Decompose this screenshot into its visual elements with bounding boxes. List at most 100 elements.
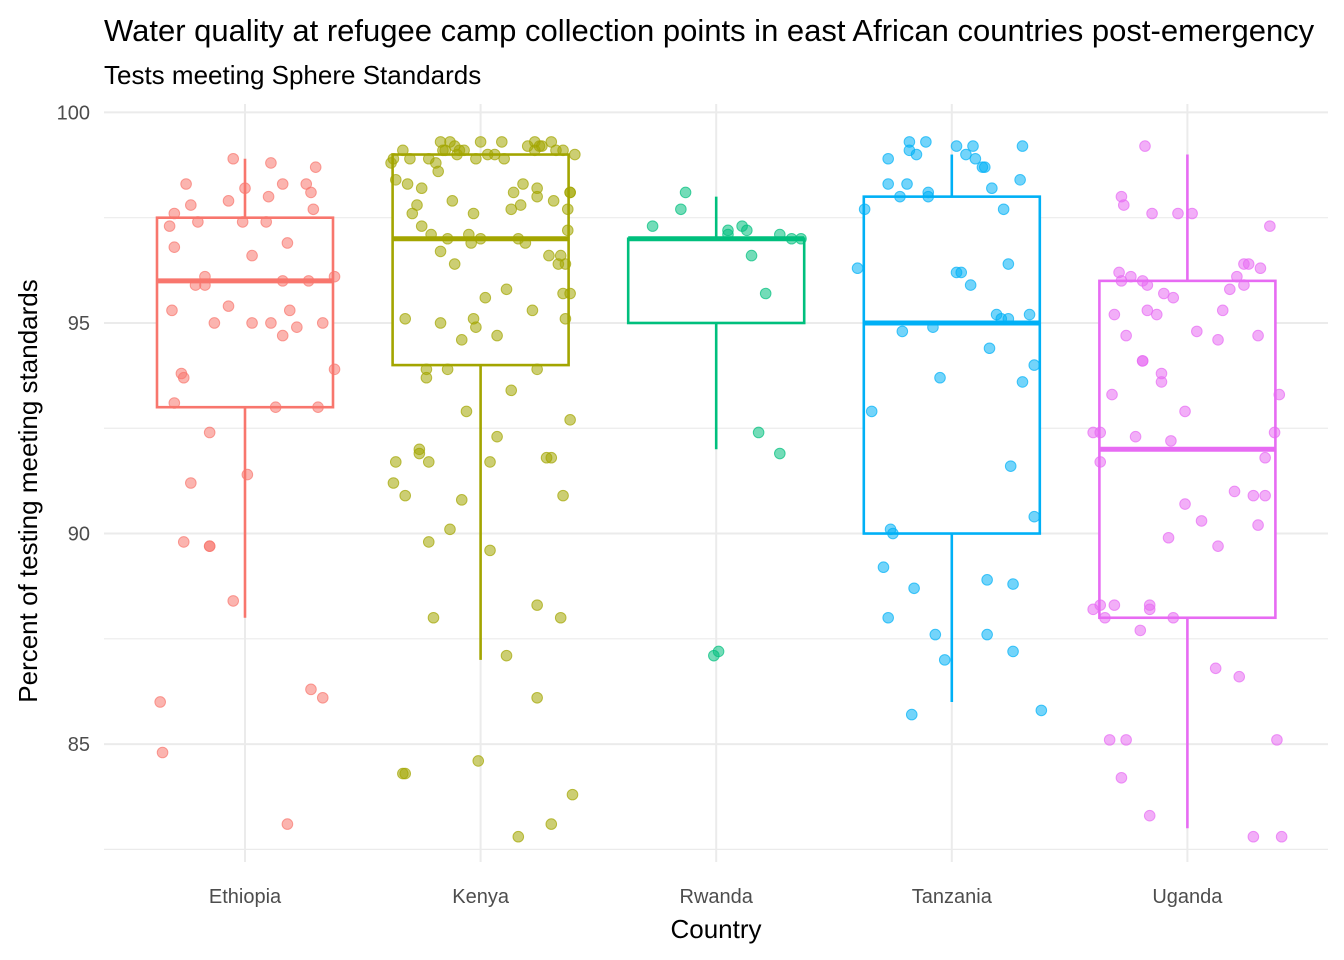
data-point bbox=[397, 144, 409, 157]
data-point bbox=[1271, 734, 1283, 746]
data-point bbox=[1259, 489, 1271, 502]
data-point bbox=[1247, 830, 1260, 843]
chart-subtitle: Tests meeting Sphere Standards bbox=[104, 60, 481, 90]
data-point bbox=[241, 468, 254, 481]
data-point bbox=[882, 178, 894, 190]
data-point bbox=[1167, 611, 1180, 624]
data-point bbox=[222, 195, 235, 207]
box-ethiopia bbox=[155, 158, 335, 618]
data-point bbox=[1007, 645, 1019, 658]
data-point bbox=[156, 746, 169, 759]
data-point bbox=[265, 317, 277, 329]
data-point bbox=[1150, 308, 1163, 321]
data-point bbox=[1099, 611, 1111, 624]
data-point bbox=[227, 152, 240, 165]
data-point bbox=[1273, 388, 1286, 401]
data-point bbox=[1002, 312, 1015, 325]
x-tick-label: Rwanda bbox=[680, 886, 754, 908]
data-point bbox=[192, 216, 204, 228]
data-point bbox=[955, 266, 968, 279]
data-point bbox=[894, 190, 906, 203]
data-point bbox=[1186, 207, 1198, 220]
data-point bbox=[561, 224, 574, 237]
data-point bbox=[276, 275, 289, 287]
data-point bbox=[470, 152, 482, 165]
data-point bbox=[1242, 258, 1255, 270]
data-point bbox=[564, 287, 576, 300]
data-point bbox=[1028, 510, 1041, 523]
data-point bbox=[432, 165, 444, 178]
data-point bbox=[646, 220, 659, 232]
data-point bbox=[404, 152, 416, 165]
data-point bbox=[564, 414, 576, 426]
data-point bbox=[328, 363, 341, 376]
data-point bbox=[1212, 540, 1224, 552]
data-point bbox=[908, 582, 920, 595]
data-point bbox=[208, 317, 221, 329]
data-point bbox=[309, 161, 322, 173]
y-axis-title: Percent of testing meeting standards bbox=[13, 279, 43, 702]
data-point bbox=[547, 195, 560, 207]
data-point bbox=[199, 279, 211, 291]
data-point bbox=[536, 140, 548, 152]
data-point bbox=[203, 540, 216, 552]
data-point bbox=[505, 384, 518, 397]
data-point bbox=[545, 451, 558, 464]
box-tanzania bbox=[862, 154, 1042, 702]
data-point bbox=[203, 426, 216, 439]
data-point bbox=[882, 152, 894, 165]
data-point bbox=[960, 148, 972, 161]
data-point bbox=[851, 262, 864, 275]
boxes bbox=[155, 153, 1277, 829]
data-point bbox=[722, 224, 734, 237]
data-point bbox=[1108, 308, 1121, 321]
data-point bbox=[434, 317, 447, 329]
data-point bbox=[569, 148, 581, 161]
data-point bbox=[305, 683, 317, 696]
data-point bbox=[474, 232, 487, 245]
data-point bbox=[283, 304, 296, 317]
data-point bbox=[1139, 140, 1151, 152]
data-point bbox=[262, 190, 275, 203]
data-point bbox=[929, 628, 942, 641]
y-axis-ticks: 85 90 95 100 bbox=[57, 102, 90, 756]
data-point bbox=[460, 405, 473, 418]
data-point bbox=[1216, 304, 1229, 317]
data-point bbox=[745, 249, 758, 262]
data-point bbox=[180, 178, 192, 190]
y-tick-label: 95 bbox=[68, 313, 90, 335]
data-point bbox=[969, 152, 982, 165]
data-point bbox=[269, 401, 282, 414]
data-point bbox=[1195, 515, 1208, 527]
data-point bbox=[1004, 460, 1017, 472]
data-point bbox=[413, 447, 426, 460]
box-iqr bbox=[862, 195, 1042, 535]
data-point bbox=[246, 249, 258, 262]
data-point bbox=[484, 456, 496, 468]
data-point bbox=[978, 161, 991, 173]
data-point bbox=[901, 178, 913, 190]
data-point bbox=[1233, 670, 1246, 683]
data-point bbox=[399, 489, 412, 502]
data-point bbox=[1129, 430, 1142, 443]
data-point bbox=[519, 237, 532, 249]
data-point bbox=[922, 190, 935, 203]
data-point bbox=[222, 300, 235, 312]
data-point bbox=[276, 329, 289, 342]
box-rwanda bbox=[626, 196, 806, 450]
data-point bbox=[543, 249, 555, 262]
data-point bbox=[1035, 704, 1048, 717]
data-point bbox=[434, 245, 447, 258]
x-axis-ticks: Ethiopia Kenya Rwanda Tanzania Uganda bbox=[209, 886, 1223, 908]
data-point bbox=[472, 755, 485, 767]
data-point bbox=[305, 186, 317, 199]
data-point bbox=[168, 207, 181, 220]
data-point bbox=[281, 818, 294, 830]
data-point bbox=[905, 708, 918, 721]
data-point bbox=[938, 654, 951, 666]
data-point bbox=[307, 203, 320, 216]
data-point bbox=[484, 544, 496, 557]
data-point bbox=[1002, 258, 1015, 270]
data-point bbox=[1094, 426, 1107, 439]
